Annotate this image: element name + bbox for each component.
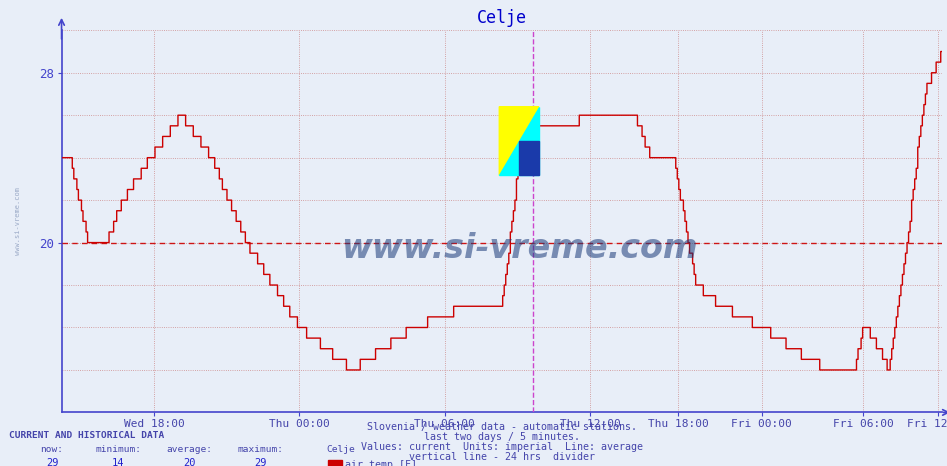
Text: minimum:: minimum: [96,445,141,454]
Text: now:: now: [41,445,63,454]
Text: Slovenia / weather data - automatic stations.: Slovenia / weather data - automatic stat… [366,422,637,432]
Polygon shape [499,107,539,176]
Text: www.si-vreme.com: www.si-vreme.com [14,187,21,255]
Text: 14: 14 [112,458,125,466]
Bar [519,141,539,176]
Text: 29: 29 [254,458,267,466]
Text: vertical line - 24 hrs  divider: vertical line - 24 hrs divider [409,452,595,462]
Text: www.si-vreme.com: www.si-vreme.com [341,232,698,265]
Text: 20: 20 [183,458,196,466]
Text: Values: current  Units: imperial  Line: average: Values: current Units: imperial Line: av… [361,442,643,452]
Text: 29: 29 [45,458,59,466]
Polygon shape [499,107,539,176]
Text: maximum:: maximum: [238,445,283,454]
Text: last two days / 5 minutes.: last two days / 5 minutes. [424,432,580,442]
Text: air temp.[F]: air temp.[F] [345,460,417,466]
Text: average:: average: [167,445,212,454]
Text: CURRENT AND HISTORICAL DATA: CURRENT AND HISTORICAL DATA [9,431,165,440]
Title: Celje: Celje [477,9,527,27]
Text: Celje: Celje [327,445,355,454]
